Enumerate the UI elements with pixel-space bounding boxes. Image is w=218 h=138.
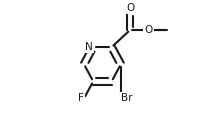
Text: O: O — [144, 25, 153, 35]
Text: Br: Br — [121, 93, 132, 104]
Text: N: N — [85, 42, 93, 52]
Text: O: O — [126, 3, 134, 13]
Text: F: F — [78, 93, 84, 104]
